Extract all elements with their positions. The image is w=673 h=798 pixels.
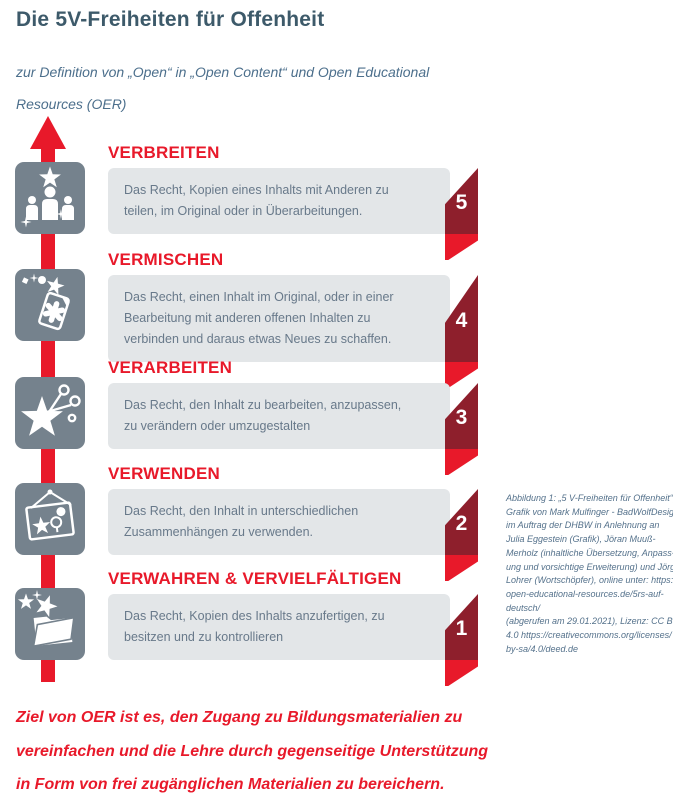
rank-ribbon: 1 (445, 594, 478, 686)
section-heading: VERBREITEN (108, 143, 220, 162)
section-verarbeiten: VERARBEITEN Das Recht, den Inhalt zu bea… (15, 358, 478, 475)
rank-number: 1 (455, 616, 468, 640)
timeline-arrow-up-icon (30, 116, 66, 149)
section-textbox: Das Recht, einen Inhalt im Original, ode… (108, 275, 478, 388)
section-text: Das Recht, Kopien des Inhalts anzufertig… (124, 609, 385, 644)
section-verbreiten: VERBREITEN Das Recht, Kopien eines Inhal… (15, 143, 478, 260)
rank-ribbon: 2 (445, 489, 478, 581)
rank-ribbon: 5 (445, 168, 478, 260)
section-text: Das Recht, Kopien eines Inhalts mit Ande… (124, 183, 389, 218)
hanging-picture-icon (15, 483, 85, 555)
ribbon-body: 1 (445, 594, 478, 660)
rank-number: 5 (455, 190, 468, 214)
ribbon-body: 4 (445, 275, 478, 362)
section-text: Das Recht, den Inhalt zu bearbeiten, anz… (124, 398, 402, 433)
section-vermischen: VERMISCHEN Das Recht, einen Inhalt im Or… (15, 250, 478, 388)
mix-document-icon (15, 269, 85, 341)
section-text: Das Recht, einen Inhalt im Original, ode… (124, 290, 394, 346)
section-verwahren: VERWAHREN & VERVIELFÄLTIGEN Das Recht, K… (15, 569, 478, 686)
section-textbox: Das Recht, Kopien eines Inhalts mit Ande… (108, 168, 478, 260)
section-textbox: Das Recht, Kopien des Inhalts anzufertig… (108, 594, 478, 686)
open-folder-icon (15, 588, 85, 660)
section-heading: VERARBEITEN (108, 358, 233, 377)
rank-number: 4 (455, 308, 468, 332)
ribbon-body: 5 (445, 168, 478, 234)
people-share-icon (15, 162, 85, 234)
ribbon-tail (445, 660, 478, 686)
section-text: Das Recht, den Inhalt in unterschiedlich… (124, 504, 359, 539)
section-heading: VERMISCHEN (108, 250, 224, 269)
rank-ribbon: 3 (445, 383, 478, 475)
figure-caption: Abbildung 1: „5 V-Freiheiten für Offenhe… (506, 493, 673, 654)
section-heading: VERWENDEN (108, 464, 221, 483)
page-subtitle: zur Definition von „Open“ in „Open Conte… (16, 64, 430, 112)
oer-goal-statement: Ziel von OER ist es, den Zugang zu Bildu… (16, 709, 489, 793)
ribbon-body: 2 (445, 489, 478, 555)
section-heading: VERWAHREN & VERVIELFÄLTIGEN (108, 569, 402, 588)
section-textbox: Das Recht, den Inhalt in unterschiedlich… (108, 489, 478, 581)
section-textbox: Das Recht, den Inhalt zu bearbeiten, anz… (108, 383, 478, 475)
rank-number: 3 (455, 405, 468, 429)
section-verwenden: VERWENDEN Das Recht, den Inhalt in unter… (15, 464, 478, 581)
page-title: Die 5V-Freiheiten für Offenheit (16, 8, 325, 31)
ribbon-body: 3 (445, 383, 478, 449)
rank-number: 2 (455, 511, 468, 535)
star-scissors-icon (15, 377, 85, 449)
